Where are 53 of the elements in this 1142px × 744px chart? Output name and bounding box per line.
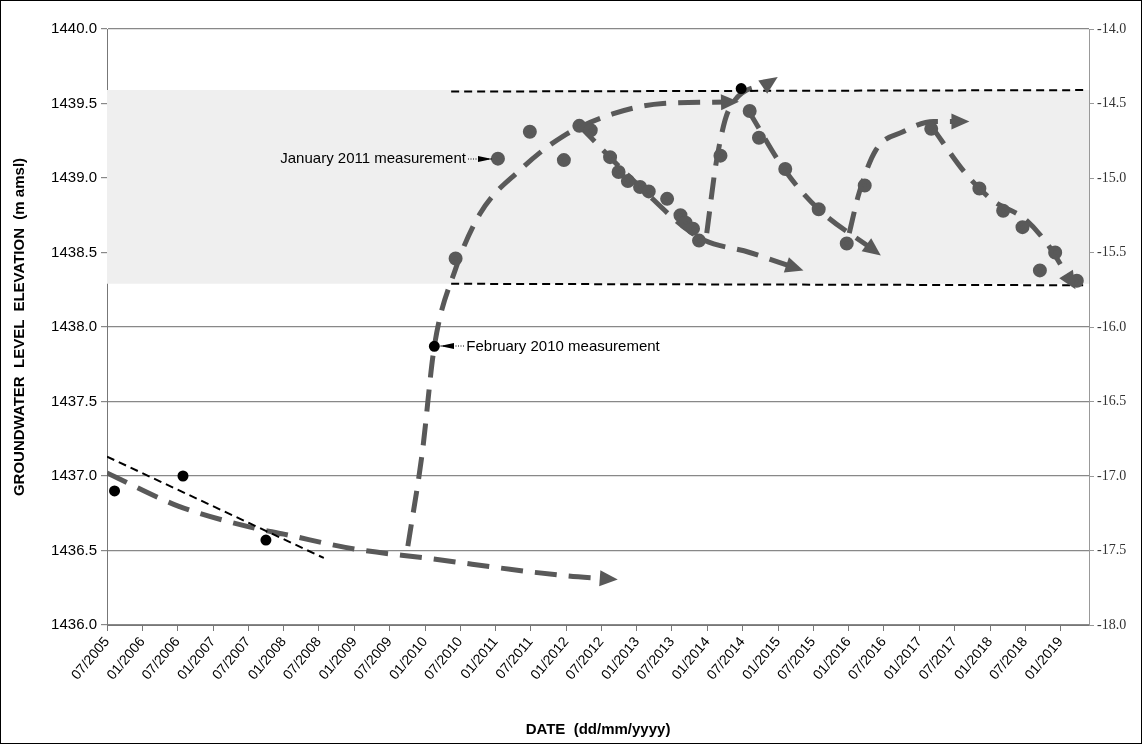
point	[611, 165, 626, 180]
point	[556, 153, 571, 168]
point	[603, 150, 618, 165]
annotation: January 2011 measurement	[280, 148, 467, 166]
y2-tick-label: -15.0	[1097, 169, 1127, 185]
y2-tick-label: -17.0	[1097, 467, 1127, 483]
x-axis-title: DATE (dd/mm/yyyy)	[525, 720, 671, 738]
point	[692, 233, 707, 248]
point	[522, 124, 537, 139]
point	[751, 130, 766, 145]
y-tick-label: 1436.0	[51, 615, 97, 633]
point	[713, 148, 728, 163]
point	[660, 191, 675, 206]
point	[1048, 245, 1063, 260]
point	[686, 221, 701, 236]
y-tick-label: 1438.0	[51, 317, 97, 335]
point	[996, 203, 1011, 218]
y-tick-label: 1438.5	[51, 242, 97, 260]
y2-tick-label: -17.5	[1097, 542, 1127, 558]
y2-tick-label: -15.5	[1097, 244, 1127, 260]
point	[583, 123, 598, 138]
point	[428, 340, 440, 352]
point	[177, 470, 189, 482]
y-tick-label: 1440.0	[51, 19, 97, 37]
y2-tick-label: -14.0	[1097, 20, 1127, 36]
point	[641, 184, 656, 199]
point	[260, 534, 272, 546]
point	[735, 83, 747, 95]
point	[839, 236, 854, 251]
point	[448, 251, 463, 266]
y2-tick-label: -18.0	[1097, 616, 1127, 632]
y-tick-label: 1437.5	[51, 391, 97, 409]
point	[572, 118, 587, 133]
point	[109, 485, 121, 497]
y-tick-label: 1439.5	[51, 93, 97, 111]
y-axis-title: GROUNDWATER LEVEL ELEVATION (m amsl)	[10, 157, 28, 497]
point	[742, 103, 757, 118]
point	[1015, 220, 1030, 235]
point	[490, 151, 505, 166]
point	[857, 178, 872, 193]
point	[972, 181, 987, 196]
y2-tick-label: -16.0	[1097, 318, 1127, 334]
y-tick-label: 1436.5	[51, 540, 97, 558]
y2-tick-label: -14.5	[1097, 95, 1127, 111]
y-tick-label: 1439.0	[51, 168, 97, 186]
y-tick-label: 1437.0	[51, 466, 97, 484]
point	[1032, 263, 1047, 278]
point	[620, 173, 635, 188]
annotation: February 2010 measurement	[466, 336, 661, 354]
y2-tick-label: -16.5	[1097, 393, 1127, 409]
point	[633, 179, 648, 194]
point	[778, 162, 793, 177]
point	[811, 202, 826, 217]
